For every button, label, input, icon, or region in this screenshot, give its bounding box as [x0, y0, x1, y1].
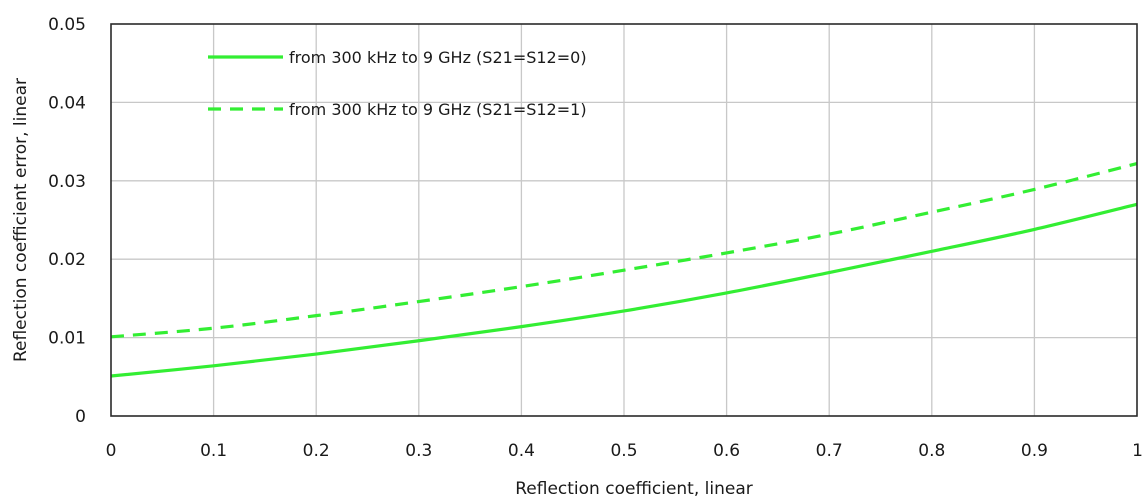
y-tick-label: 0.03: [48, 172, 86, 192]
x-axis-ticks: 0 0.1 0.2 0.3 0.4 0.5 0.6 0.7 0.8 0.9 1: [106, 441, 1143, 461]
x-tick-label: 0.8: [918, 441, 945, 461]
x-tick-label: 0.9: [1021, 441, 1048, 461]
y-tick-label: 0.02: [48, 250, 86, 270]
y-tick-label: 0.05: [48, 15, 86, 35]
y-axis-title: Reflection coefficient error, linear: [11, 78, 31, 362]
y-axis-ticks: 0 0.01 0.02 0.03 0.04 0.05: [48, 15, 86, 427]
series-line-dashed: [110, 162, 1138, 339]
plot-area-frame: [110, 23, 1138, 417]
x-tick-label: 0.4: [508, 441, 535, 461]
x-tick-label: 0.7: [816, 441, 843, 461]
x-tick-label: 0.3: [405, 441, 432, 461]
y-tick-label: 0: [75, 407, 86, 427]
x-tick-label: 0.5: [610, 441, 637, 461]
x-tick-label: 1: [1132, 441, 1143, 461]
legend-label: from 300 kHz to 9 GHz (S21=S12=0): [289, 48, 587, 67]
x-axis-title: Reflection coefficient, linear: [515, 479, 753, 499]
legend-label: from 300 kHz to 9 GHz (S21=S12=1): [289, 100, 587, 119]
series-line-solid: [110, 202, 1138, 378]
y-tick-label: 0.04: [48, 93, 86, 113]
legend: from 300 kHz to 9 GHz (S21=S12=0) from 30…: [208, 48, 587, 119]
x-tick-label: 0.2: [303, 441, 330, 461]
grid: [111, 24, 1137, 416]
series-lines: [110, 162, 1138, 378]
x-tick-label: 0.1: [200, 441, 227, 461]
y-tick-label: 0.01: [48, 329, 86, 349]
x-tick-label: 0.6: [713, 441, 740, 461]
x-tick-label: 0: [106, 441, 117, 461]
